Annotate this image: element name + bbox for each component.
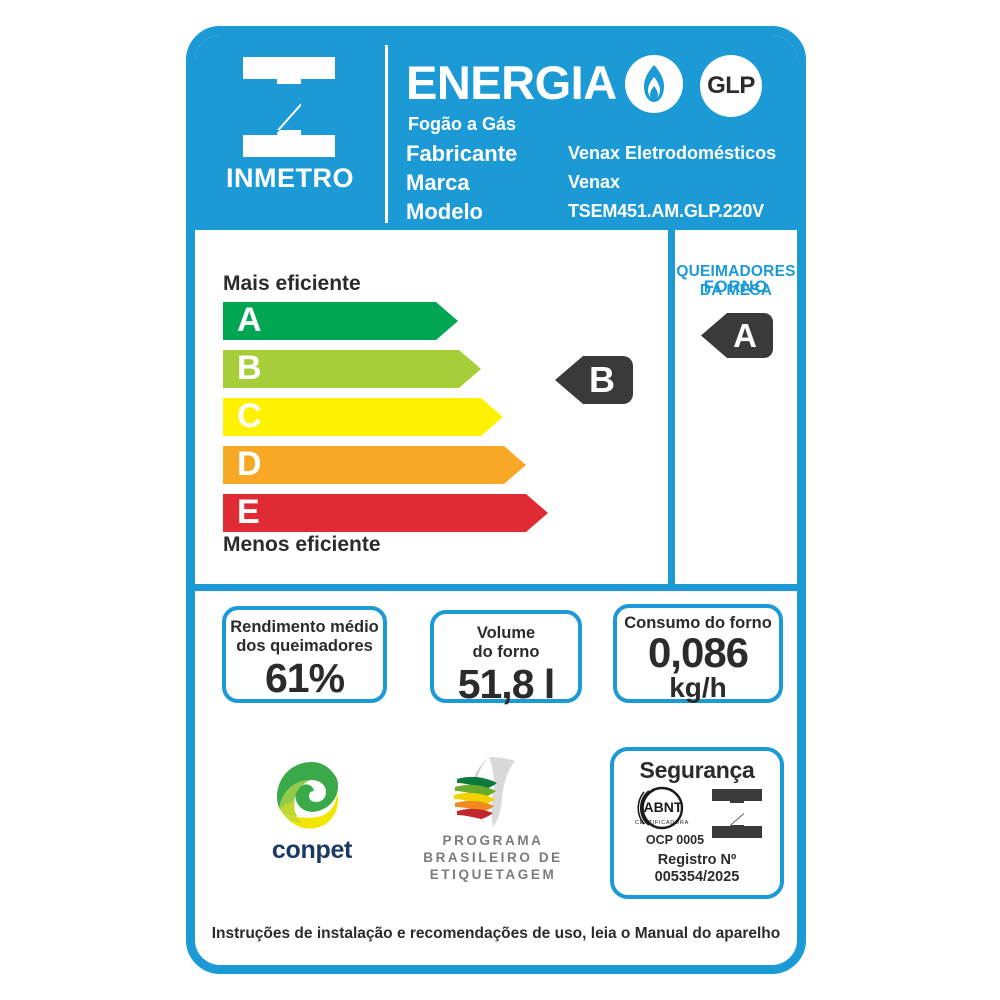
scale-band-c: C xyxy=(223,397,623,436)
measurement-value: 61% xyxy=(264,655,345,701)
band-arrow-shape xyxy=(223,350,481,388)
svg-text:ABNT: ABNT xyxy=(644,799,683,815)
measurement-caption-line2: do forno xyxy=(472,643,540,661)
measurement-unit: kg/h xyxy=(669,672,727,703)
spec-value: Venax xyxy=(568,172,621,192)
header-vertical-divider xyxy=(385,45,388,223)
section-horizontal-divider xyxy=(195,584,797,591)
spec-row-manufacturer: Fabricante Venax Eletrodomésticos xyxy=(406,141,796,170)
safety-marks: ABNT CERTIFICADORA OCP 0005 xyxy=(614,786,780,847)
spec-key: Fabricante xyxy=(406,141,518,166)
pbe-line3: ETIQUETAGEM xyxy=(429,867,557,882)
spec-list: Fabricante Venax Eletrodomésticos Marca … xyxy=(406,141,796,228)
scale-band-e: E xyxy=(223,493,623,532)
band-letter: B xyxy=(237,349,262,387)
measurement-caption-line2: dos queimadores xyxy=(236,637,373,655)
abnt-certification-icon: ABNT CERTIFICADORA OCP 0005 xyxy=(628,786,704,847)
label-header: INMETRO ENERGIA Fogão a Gás GLP Fabrican xyxy=(195,35,797,230)
pbe-logo: PROGRAMA BRASILEIRO DE ETIQUETAGEM xyxy=(413,755,573,883)
page-subtitle: Fogão a Gás xyxy=(408,114,517,134)
measurement-caption-line1: Volume xyxy=(476,624,536,642)
conpet-wordmark: conpet xyxy=(271,836,353,864)
efficiency-section: Mais eficiente A B xyxy=(195,230,797,591)
section-vertical-divider xyxy=(668,230,675,591)
logos-and-safety-row: conpet PROGRAMA BRASILEIR xyxy=(195,713,797,908)
conpet-logo: conpet xyxy=(247,760,377,865)
pbe-wordmark: PROGRAMA BRASILEIRO DE ETIQUETAGEM xyxy=(413,832,573,883)
burners-grade-badge: B xyxy=(555,356,633,404)
header-info-block: ENERGIA Fogão a Gás GLP Fabricante Venax… xyxy=(388,35,797,230)
scale-band-a: A xyxy=(223,301,623,340)
header-institute-block: INMETRO xyxy=(195,35,385,230)
band-arrow-shape xyxy=(223,302,458,340)
burners-rating-title-line2: DA MESA xyxy=(699,282,773,299)
spec-key: Modelo xyxy=(406,199,483,224)
efficiency-scale: A B C D xyxy=(223,301,623,542)
band-arrow-shape xyxy=(223,494,548,532)
gas-flame-icon xyxy=(625,55,683,113)
measurement-value: 51,8 l xyxy=(457,661,556,707)
fuel-type-badge: GLP xyxy=(700,55,762,117)
burners-rating-title: QUEIMADORES DA MESA xyxy=(675,262,797,300)
safety-box: Segurança ABNT CERTIFICADORA OCP 0005 xyxy=(610,747,784,899)
least-efficient-label: Menos eficiente xyxy=(223,533,381,556)
conpet-swirl-icon xyxy=(275,760,349,834)
inmetro-ibeam-icon xyxy=(710,788,764,838)
footer-instructions: Instruções de instalação e recomendações… xyxy=(211,925,781,942)
band-arrow-shape xyxy=(223,398,503,436)
inmetro-ibeam-icon xyxy=(239,55,339,157)
band-arrow-shape xyxy=(223,446,526,484)
spec-value: Venax Eletrodomésticos xyxy=(568,143,777,163)
band-letter: C xyxy=(237,397,262,435)
page-title: ENERGIA xyxy=(406,56,617,109)
spec-row-brand: Marca Venax xyxy=(406,170,796,199)
measurement-box-burner-efficiency: Rendimento médio dos queimadores 61% xyxy=(222,606,387,703)
burners-grade-letter: B xyxy=(589,359,615,400)
spec-value: TSEM451.AM.GLP.220V xyxy=(568,201,764,221)
measurement-caption-line1: Consumo do forno xyxy=(624,614,772,632)
most-efficient-label: Mais eficiente xyxy=(223,272,361,295)
oven-grade-badge: A xyxy=(701,313,773,358)
oven-rating-title: FORNO xyxy=(703,278,769,296)
inmetro-wordmark: INMETRO xyxy=(226,163,354,193)
band-letter: A xyxy=(237,301,262,339)
safety-registry-number: 005354/2025 xyxy=(654,869,740,885)
spec-row-model: Modelo TSEM451.AM.GLP.220V xyxy=(406,199,796,228)
band-letter: E xyxy=(237,493,260,531)
measurement-caption-line1: Rendimento médio xyxy=(230,618,379,636)
measurements-row: Rendimento médio dos queimadores 61% Vol… xyxy=(195,598,797,713)
pbe-line2: BRASILEIRO DE xyxy=(423,850,563,865)
burners-rating-title-line1: QUEIMADORES xyxy=(676,263,796,280)
measurement-box-oven-consumption: Consumo do forno 0,086 kg/h xyxy=(613,604,783,703)
spec-key: Marca xyxy=(406,170,470,195)
grade-badge-shape xyxy=(555,356,633,404)
grade-badge-shape xyxy=(701,313,773,358)
pbe-line1: PROGRAMA xyxy=(442,833,544,848)
oven-grade-letter: A xyxy=(733,317,757,354)
safety-title: Segurança xyxy=(639,757,755,783)
safety-registry: Registro Nº 005354/2025 xyxy=(614,852,780,886)
inmetro-energy-label: INMETRO ENERGIA Fogão a Gás GLP Fabrican xyxy=(186,26,806,974)
band-letter: D xyxy=(237,445,262,483)
safety-registry-label: Registro Nº xyxy=(657,852,737,868)
scale-band-d: D xyxy=(223,445,623,484)
measurement-box-oven-volume: Volume do forno 51,8 l xyxy=(430,610,582,707)
scale-band-b: B xyxy=(223,349,623,388)
pbe-ribbon-icon xyxy=(445,755,541,829)
svg-text:CERTIFICADORA: CERTIFICADORA xyxy=(635,820,689,826)
measurement-value: 0,086 xyxy=(647,629,749,676)
abnt-ocp-number: OCP 0005 xyxy=(645,833,705,847)
